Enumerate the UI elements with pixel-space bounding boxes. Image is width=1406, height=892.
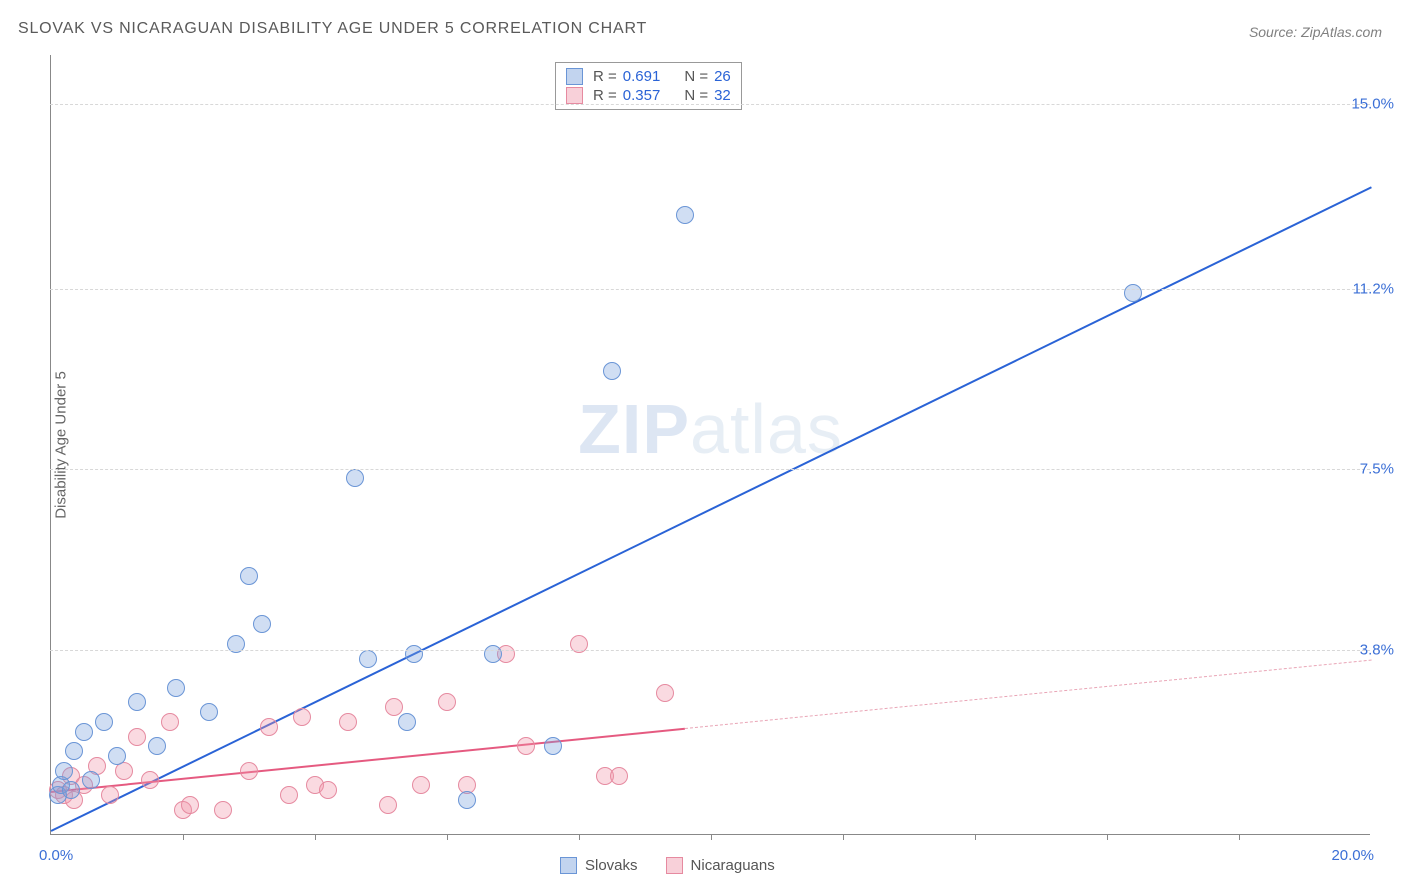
- legend-swatch: [560, 857, 577, 874]
- data-point-slovak: [82, 771, 100, 789]
- data-point-slovak: [484, 645, 502, 663]
- gridline: [50, 650, 1370, 651]
- data-point-nicaraguan: [656, 684, 674, 702]
- x-tick: [1239, 834, 1240, 840]
- watermark: ZIPatlas: [578, 389, 843, 469]
- data-point-nicaraguan: [181, 796, 199, 814]
- legend-label: Slovaks: [585, 857, 638, 874]
- series-legend: Slovaks Nicaraguans: [560, 857, 775, 874]
- data-point-slovak: [55, 762, 73, 780]
- data-point-nicaraguan: [260, 718, 278, 736]
- legend-r-label: R =: [593, 68, 617, 85]
- data-point-nicaraguan: [339, 713, 357, 731]
- plot-area: Disability Age Under 5 0.0% 20.0% ZIPatl…: [50, 55, 1370, 835]
- gridline: [50, 104, 1370, 105]
- data-point-nicaraguan: [128, 728, 146, 746]
- legend-n-label: N =: [684, 68, 708, 85]
- data-point-slovak: [108, 747, 126, 765]
- x-tick: [711, 834, 712, 840]
- data-point-slovak: [200, 703, 218, 721]
- data-point-slovak: [128, 693, 146, 711]
- y-tick-label: 7.5%: [1360, 461, 1394, 478]
- legend-r-label: R =: [593, 87, 617, 104]
- data-point-nicaraguan: [438, 693, 456, 711]
- x-axis-min-label: 0.0%: [39, 847, 73, 864]
- y-tick-label: 3.8%: [1360, 641, 1394, 658]
- data-point-slovak: [359, 650, 377, 668]
- legend-swatch: [566, 87, 583, 104]
- data-point-slovak: [544, 737, 562, 755]
- data-point-slovak: [603, 362, 621, 380]
- y-tick-label: 15.0%: [1351, 95, 1394, 112]
- data-point-nicaraguan: [214, 801, 232, 819]
- gridline: [50, 289, 1370, 290]
- x-tick: [975, 834, 976, 840]
- legend-swatch: [566, 68, 583, 85]
- data-point-slovak: [240, 567, 258, 585]
- legend-item: Nicaraguans: [666, 857, 775, 874]
- chart-title: SLOVAK VS NICARAGUAN DISABILITY AGE UNDE…: [18, 20, 647, 38]
- data-point-nicaraguan: [385, 698, 403, 716]
- data-point-slovak: [167, 679, 185, 697]
- data-point-nicaraguan: [412, 776, 430, 794]
- regression-line: [685, 659, 1371, 728]
- data-point-slovak: [65, 742, 83, 760]
- legend-row: R = 0.691 N = 26: [566, 67, 731, 86]
- data-point-slovak: [676, 206, 694, 224]
- data-point-slovak: [95, 713, 113, 731]
- data-point-slovak: [253, 615, 271, 633]
- regression-line: [51, 187, 1372, 832]
- data-point-nicaraguan: [379, 796, 397, 814]
- legend-n-label: N =: [684, 87, 708, 104]
- data-point-slovak: [405, 645, 423, 663]
- x-tick: [183, 834, 184, 840]
- x-tick: [447, 834, 448, 840]
- legend-swatch: [666, 857, 683, 874]
- x-tick: [579, 834, 580, 840]
- data-point-nicaraguan: [101, 786, 119, 804]
- data-point-slovak: [458, 791, 476, 809]
- data-point-nicaraguan: [610, 767, 628, 785]
- data-point-nicaraguan: [280, 786, 298, 804]
- data-point-slovak: [1124, 284, 1142, 302]
- legend-label: Nicaraguans: [691, 857, 775, 874]
- gridline: [50, 469, 1370, 470]
- data-point-slovak: [62, 781, 80, 799]
- data-point-nicaraguan: [517, 737, 535, 755]
- x-tick: [315, 834, 316, 840]
- data-point-nicaraguan: [161, 713, 179, 731]
- data-point-nicaraguan: [319, 781, 337, 799]
- data-point-nicaraguan: [141, 771, 159, 789]
- legend-r-value: 0.357: [623, 87, 661, 104]
- legend-n-value: 32: [714, 87, 731, 104]
- x-axis-max-label: 20.0%: [1331, 847, 1374, 864]
- y-axis-label: Disability Age Under 5: [53, 371, 70, 519]
- data-point-nicaraguan: [293, 708, 311, 726]
- legend-item: Slovaks: [560, 857, 638, 874]
- legend-r-value: 0.691: [623, 68, 661, 85]
- data-point-slovak: [346, 469, 364, 487]
- data-point-slovak: [75, 723, 93, 741]
- x-tick: [1107, 834, 1108, 840]
- y-tick-label: 11.2%: [1353, 281, 1394, 298]
- legend-n-value: 26: [714, 68, 731, 85]
- legend-row: R = 0.357 N = 32: [566, 86, 731, 105]
- data-point-slovak: [398, 713, 416, 731]
- data-point-slovak: [148, 737, 166, 755]
- source-attribution: Source: ZipAtlas.com: [1249, 24, 1382, 40]
- data-point-nicaraguan: [240, 762, 258, 780]
- x-tick: [843, 834, 844, 840]
